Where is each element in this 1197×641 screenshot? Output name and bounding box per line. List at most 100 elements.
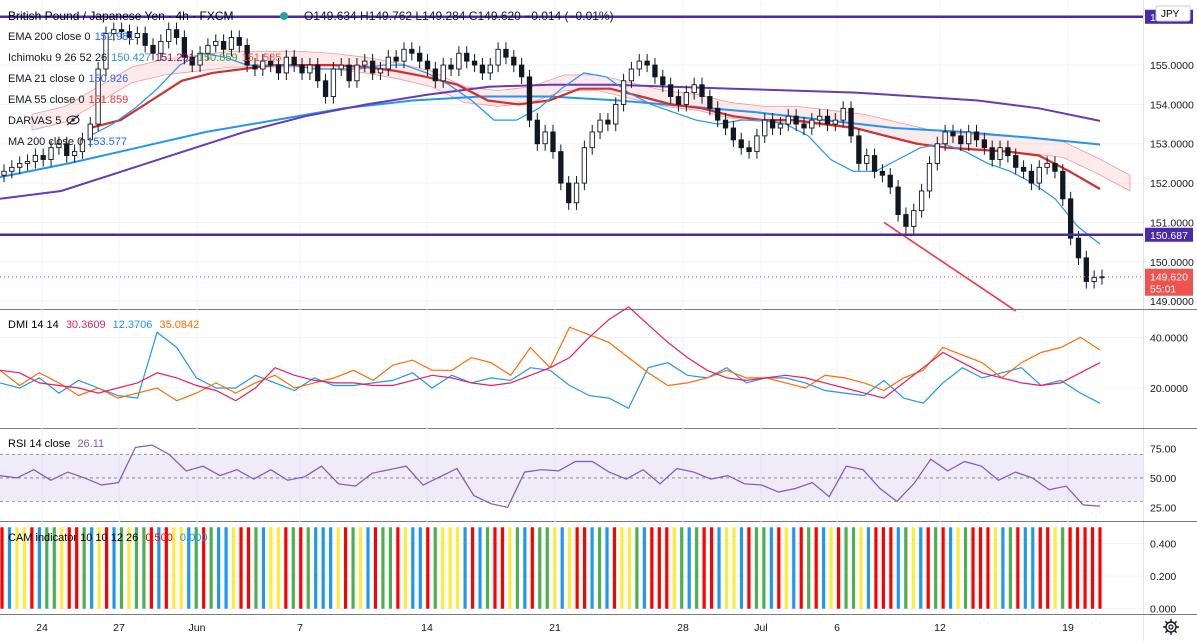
cam-bar-23 — [172, 527, 176, 609]
dmi-value-minus: 12.3706 — [113, 319, 153, 331]
candle-body-50 — [393, 56, 399, 62]
candle-body-61 — [479, 64, 486, 74]
cam-bar-28 — [209, 527, 213, 609]
cam-bar-37 — [276, 527, 280, 609]
candle-body-29 — [228, 37, 235, 50]
price-tick-0: 155.0000 — [1150, 60, 1194, 72]
cam-bar-89 — [665, 527, 669, 609]
candle-body-124 — [973, 131, 980, 141]
price-tick-6: 149.0000 — [1150, 296, 1194, 308]
candle-body-8 — [64, 143, 70, 156]
cam-bar-51 — [381, 527, 385, 609]
candle-body-33 — [260, 60, 266, 70]
cam-bar-47 — [351, 527, 355, 609]
cam-bar-41 — [306, 527, 310, 609]
candle-body-35 — [275, 64, 282, 74]
cam-tick-1: 0.200 — [1150, 571, 1176, 583]
time-label-5: 21 — [549, 622, 561, 634]
legend-name-1: Ichimoku 9 26 52 26 — [8, 52, 107, 64]
candle-body-47 — [369, 60, 376, 74]
cam-bar-94 — [702, 527, 706, 609]
cam-bar-70 — [523, 527, 527, 609]
price-tick-5: 150.0000 — [1150, 257, 1194, 269]
cam-bar-55 — [411, 527, 415, 609]
cam-label: CAM indicator 10 10 12 26 0.500 0.000 — [8, 532, 207, 544]
cam-value-2: 0.000 — [180, 532, 208, 544]
candle-body-96 — [754, 135, 760, 153]
candle-body-3 — [24, 161, 31, 164]
cam-bar-144 — [1075, 527, 1080, 609]
cam-bar-78 — [583, 527, 587, 609]
candle-body-70 — [550, 131, 556, 153]
rsi-tick-1: 50.00 — [1150, 473, 1176, 485]
cam-bar-61 — [456, 527, 460, 609]
cam-bar-48 — [358, 527, 363, 609]
cam-bar-44 — [329, 527, 333, 609]
candle-body-77 — [605, 119, 611, 125]
cam-value-1: 0.500 — [145, 532, 173, 544]
cam-bar-17 — [127, 527, 131, 609]
legend-item-4: DARVAS 5 — [8, 115, 61, 127]
legend-item-5: MA 200 close 0 153.577 — [8, 136, 127, 148]
cam-bar-20 — [149, 527, 153, 609]
cam-bar-125 — [934, 527, 938, 609]
candle-body-135 — [1060, 170, 1066, 200]
dmi-label: DMI 14 14 30.3609 12.3706 35.0842 — [8, 319, 199, 331]
cam-bar-57 — [426, 527, 430, 609]
candle-body-32 — [252, 64, 258, 70]
eye-off-icon[interactable] — [66, 114, 80, 126]
cam-bar-90 — [672, 527, 676, 609]
cam-bar-31 — [231, 527, 236, 609]
cam-bar-129 — [963, 527, 968, 609]
candle-body-26 — [205, 44, 211, 54]
dmi-tick-1: 20.0000 — [1150, 383, 1188, 395]
cam-bar-43 — [321, 527, 325, 609]
cam-bar-116 — [866, 527, 871, 609]
candle-body-48 — [377, 68, 384, 74]
currency-button[interactable] — [1155, 5, 1191, 22]
candle-body-68 — [534, 119, 540, 145]
candle-body-54 — [424, 60, 431, 70]
candle-body-69 — [542, 131, 548, 145]
legend-value-1-0: 150.427 — [111, 52, 151, 64]
candle-body-139 — [1091, 277, 1097, 282]
cam-bar-123 — [919, 527, 923, 609]
rsi-line — [0, 444, 1101, 508]
cam-bar-136 — [1016, 527, 1020, 609]
cam-bar-137 — [1023, 527, 1027, 609]
legend-value-5: 153.577 — [87, 136, 127, 148]
candle-body-12 — [95, 68, 101, 125]
candle-body-0 — [1, 170, 7, 176]
level-badge-text-1: 150.687 — [1150, 230, 1188, 242]
candle-body-6 — [48, 147, 54, 160]
candle-body-40 — [315, 64, 321, 82]
gear-icon[interactable] — [1163, 619, 1179, 635]
candle-body-60 — [471, 60, 478, 66]
cam-bar-120 — [896, 527, 900, 609]
cam-bar-122 — [911, 527, 915, 609]
candle-body-34 — [268, 60, 274, 66]
candle-body-108 — [848, 107, 854, 137]
candle-body-80 — [628, 68, 635, 82]
candle-body-88 — [691, 84, 697, 94]
level-badge-1 — [1145, 227, 1193, 242]
candle-body-84 — [660, 76, 666, 86]
time-label-0: 24 — [36, 622, 48, 634]
cam-bar-5 — [37, 527, 41, 609]
time-label-6: 28 — [677, 622, 689, 634]
legend-name-5: MA 200 close 0 — [8, 136, 83, 148]
cam-bar-35 — [261, 527, 266, 609]
candle-body-128 — [1005, 147, 1011, 156]
candle-body-79 — [620, 80, 627, 105]
candle-body-67 — [526, 76, 533, 121]
cam-bar-73 — [545, 527, 549, 609]
cam-bar-95 — [709, 527, 714, 609]
cam-bar-1 — [7, 527, 12, 609]
rsi-tick-0: 75.00 — [1150, 444, 1176, 456]
legend-value-3: 151.859 — [88, 94, 128, 106]
candle-body-1 — [9, 166, 15, 172]
eye-slash — [66, 114, 80, 126]
cam-bar-114 — [851, 527, 856, 609]
last-price-badge — [1145, 268, 1193, 296]
cam-bar-97 — [724, 527, 729, 609]
